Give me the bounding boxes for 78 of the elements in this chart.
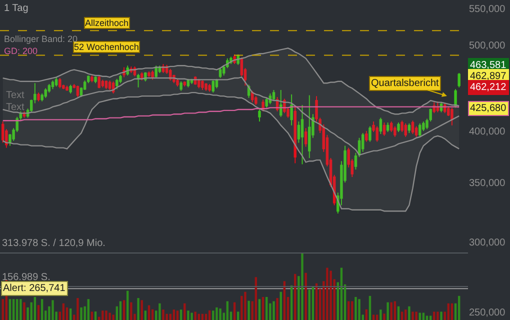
- candlestick: [290, 94, 293, 126]
- candlestick: [201, 80, 204, 90]
- candlestick: [204, 82, 208, 92]
- annotation: Text: [6, 90, 25, 101]
- candlestick: [176, 78, 179, 88]
- candlestick: [44, 88, 47, 98]
- candlestick: [308, 94, 311, 158]
- candlestick: [208, 83, 211, 92]
- candlestick: [368, 126, 372, 142]
- candlestick: [386, 122, 390, 133]
- candlestick: [379, 117, 382, 134]
- candlestick: [304, 128, 308, 148]
- candlestick: [108, 80, 112, 90]
- candlestick: [404, 122, 407, 138]
- candlestick: [376, 126, 378, 142]
- candlestick: [390, 121, 393, 133]
- annotation: Text: [6, 102, 25, 113]
- candlestick: [198, 78, 200, 89]
- candlestick: [58, 78, 62, 89]
- candlestick: [69, 84, 72, 94]
- text: 462,897: [470, 71, 507, 82]
- text: Bollinger Band: 20: [4, 34, 78, 44]
- candlestick: [280, 89, 282, 118]
- candlestick: [76, 85, 80, 98]
- candlestick: [300, 104, 304, 165]
- y-tick-label: 350,000: [469, 178, 506, 190]
- candlestick: [272, 89, 276, 102]
- candlestick: [98, 75, 100, 89]
- y-tick-label: 500,000: [469, 40, 506, 52]
- candlestick: [450, 107, 454, 126]
- candlestick: [90, 75, 94, 83]
- candlestick: [265, 97, 268, 108]
- candlestick: [382, 122, 386, 136]
- candlestick: [151, 70, 154, 80]
- text: 463,581: [470, 60, 507, 71]
- candlestick: [183, 80, 186, 88]
- ref-line-label: Allzeithoch: [85, 18, 129, 28]
- candlestick: [408, 122, 411, 134]
- candlestick: [411, 120, 414, 134]
- candlestick: [418, 122, 422, 138]
- candlestick: [116, 78, 118, 90]
- line-series: [2, 92, 460, 212]
- ref-line-label: 313.978 S. / 120,9 Mio.: [2, 238, 106, 249]
- candlestick: [458, 72, 460, 88]
- candlestick: [101, 79, 104, 88]
- candlestick: [218, 68, 222, 79]
- annotation: Quartalsbericht: [371, 78, 440, 89]
- candlestick: [94, 76, 97, 84]
- text: 425,680: [470, 103, 507, 114]
- ref-line-label: 156.989 S.: [2, 272, 50, 283]
- candlestick: [51, 80, 54, 90]
- candlestick: [354, 152, 358, 170]
- text: 462,212: [470, 82, 507, 93]
- candlestick: [54, 76, 58, 88]
- y-tick-label: 550,000: [469, 4, 506, 15]
- candlestick: [400, 120, 404, 133]
- candlestick: [180, 80, 182, 92]
- candlestick: [262, 99, 264, 112]
- candlestick: [37, 92, 40, 102]
- candlestick: [365, 130, 368, 142]
- candlestick: [104, 80, 108, 90]
- y-tick-label: 400,000: [469, 126, 506, 138]
- candlestick: [294, 106, 296, 164]
- ref-line-label: Alert: 265,741: [3, 283, 66, 294]
- y-tick-label: 250,000: [469, 308, 506, 319]
- y-tick-label: 300,000: [469, 237, 506, 248]
- candlestick: [148, 70, 150, 78]
- ref-line-label: 52 Wochenhoch: [74, 42, 139, 52]
- candlestick: [212, 80, 215, 94]
- candlestick: [394, 126, 396, 138]
- candlestick: [258, 109, 261, 122]
- annotation: 1 Tag: [4, 3, 28, 14]
- line-series: [2, 76, 460, 156]
- text: GD: 200: [4, 46, 38, 56]
- candlestick: [397, 122, 400, 133]
- candlestick: [169, 68, 172, 82]
- candlestick: [66, 85, 68, 92]
- candlestick: [136, 73, 140, 88]
